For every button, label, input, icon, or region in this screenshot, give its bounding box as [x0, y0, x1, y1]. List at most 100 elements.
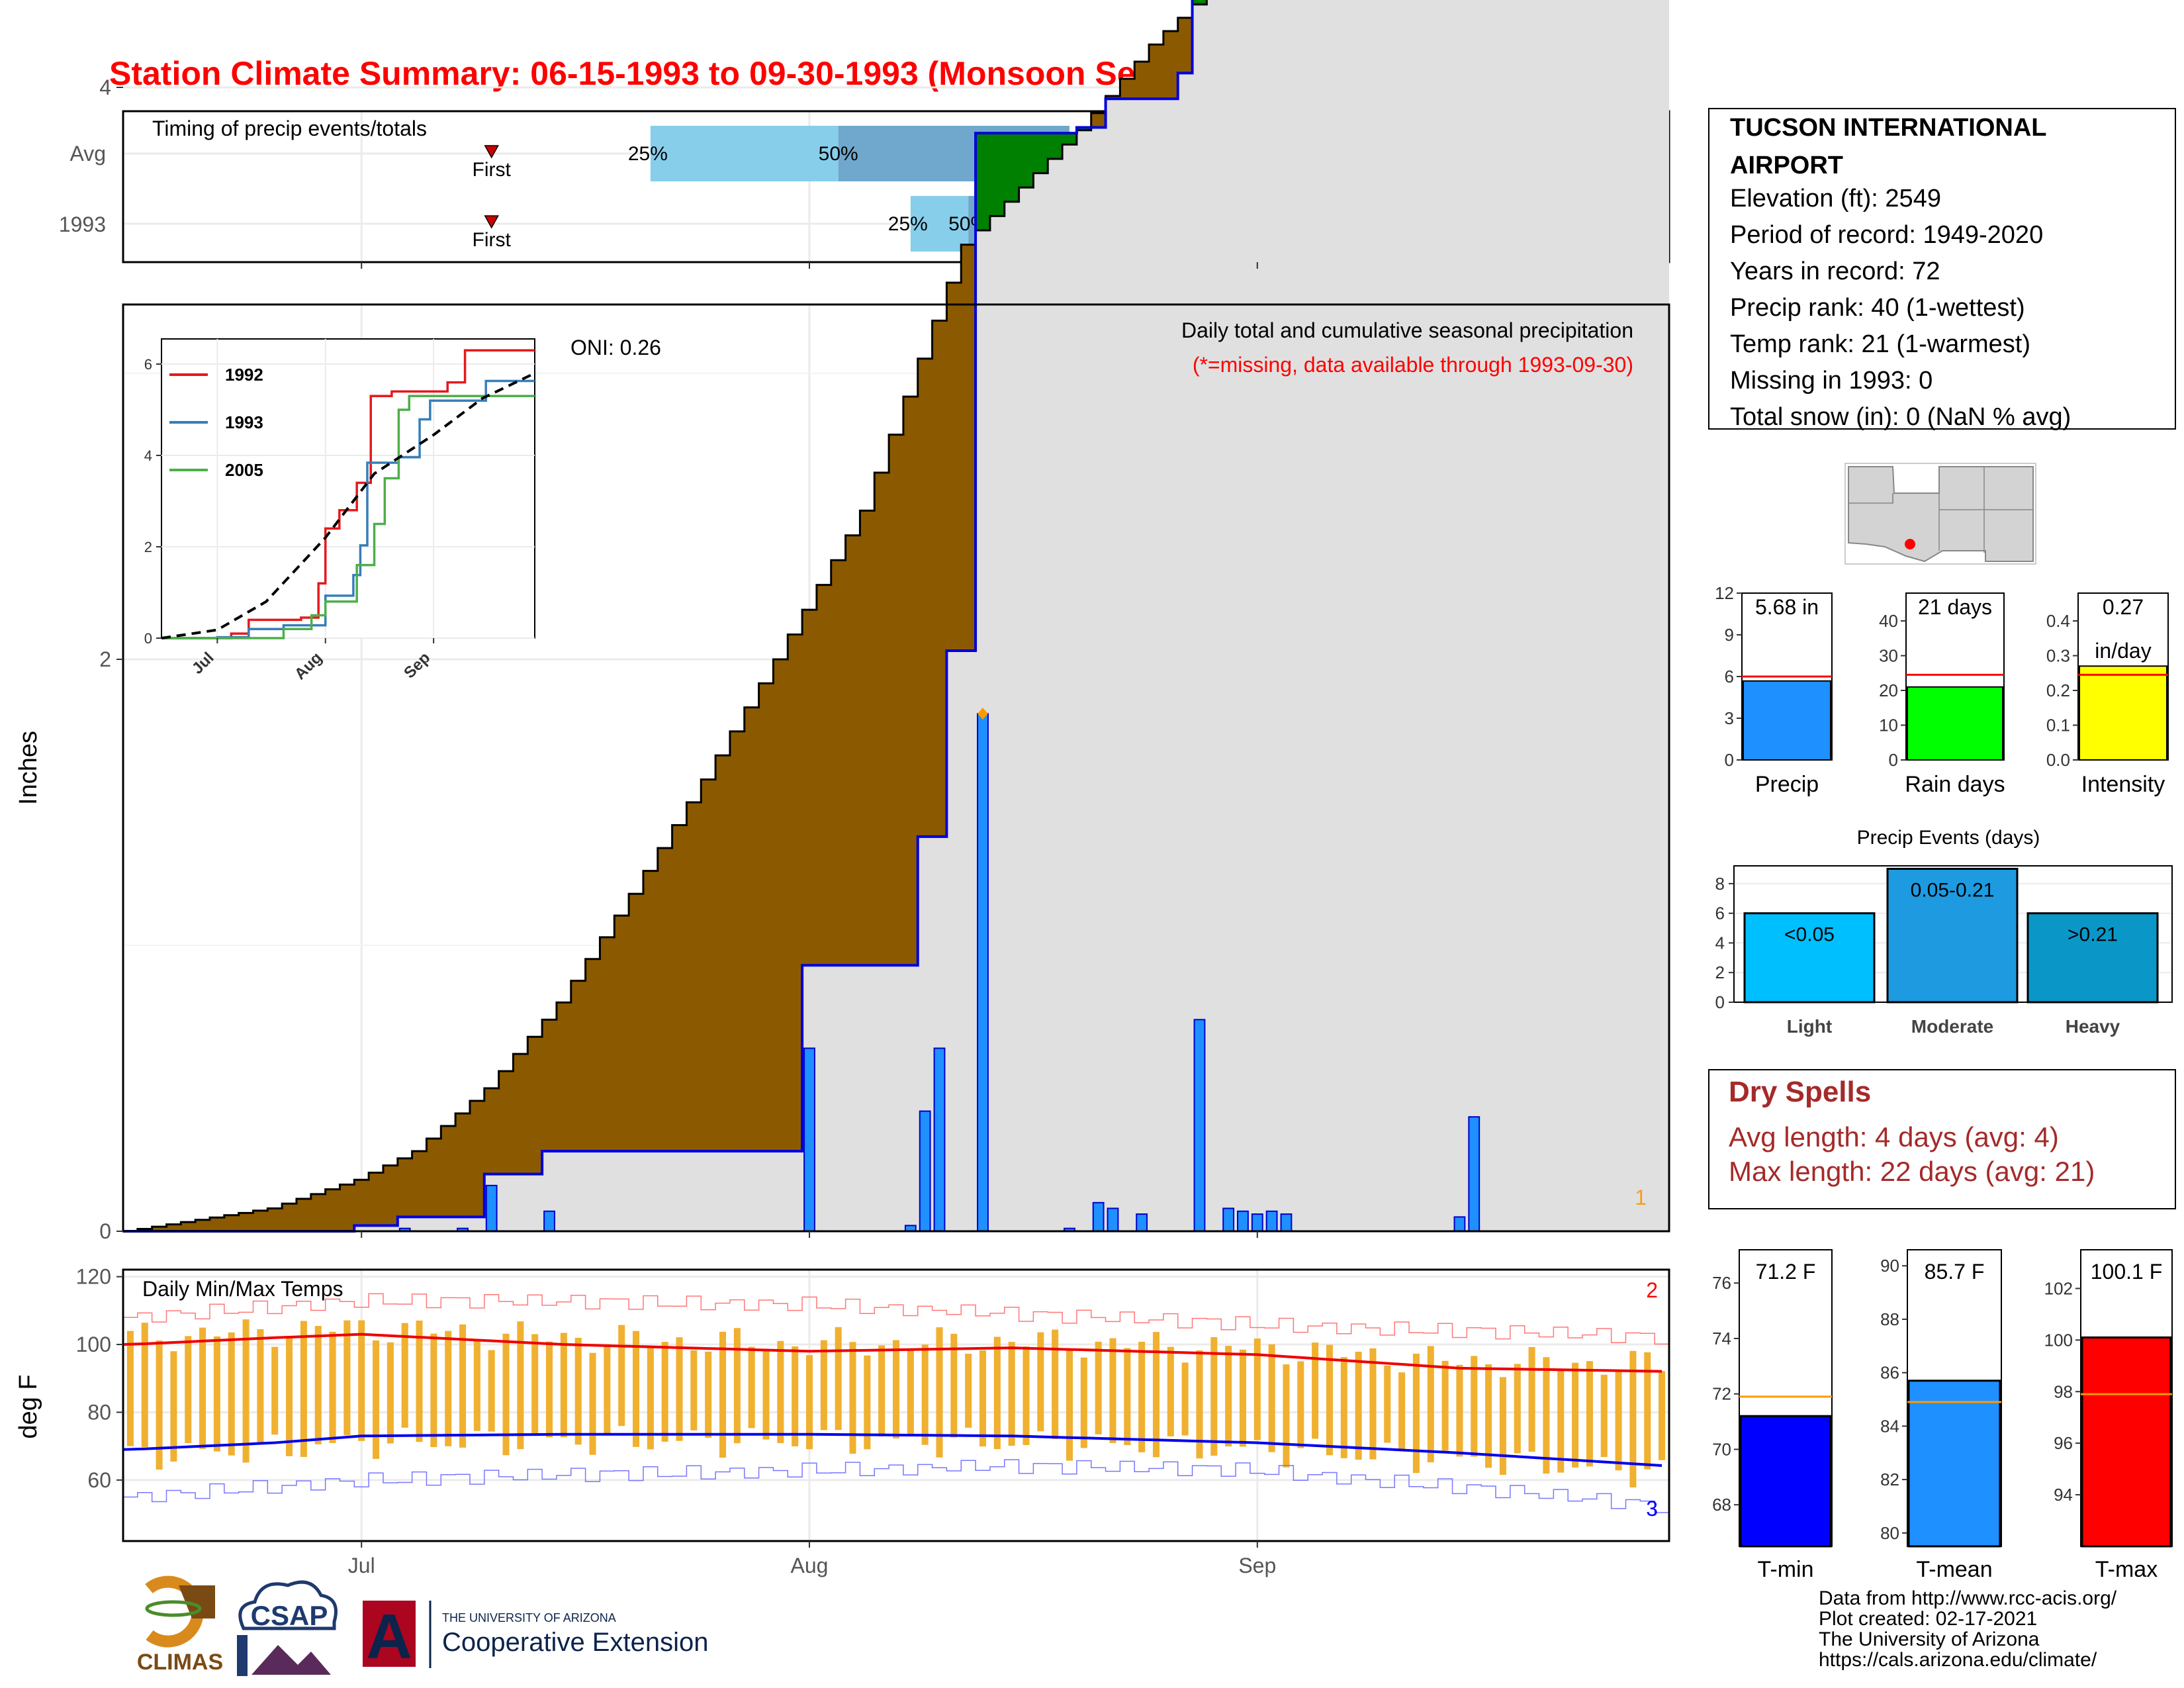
mini-bar-tick-label: 10 — [1879, 716, 1898, 735]
mini-bar-tick-label: 40 — [1879, 611, 1898, 631]
y-tick-label: 100 — [76, 1333, 111, 1356]
daily-temp-range-bar — [979, 1350, 987, 1447]
daily-temp-range-bar — [1008, 1342, 1015, 1446]
credit-line: Data from http://www.rcc-acis.org/ — [1819, 1587, 2117, 1609]
deficit-band — [961, 244, 976, 651]
inset-line-2005 — [161, 395, 535, 639]
mini-bar-tick-label: 20 — [1879, 680, 1898, 700]
daily-temp-range-bar — [430, 1333, 437, 1448]
precip-event-category: Light — [1787, 1016, 1832, 1037]
deficit-band — [946, 282, 962, 651]
temp-corner-top: 2 — [1646, 1278, 1658, 1302]
daily-temp-range-bar — [531, 1334, 539, 1434]
deficit-band — [397, 1158, 413, 1217]
dry-spells-max: Max length: 22 days (avg: 21) — [1729, 1156, 2095, 1187]
main-corner-number: 1 — [1635, 1186, 1647, 1209]
daily-precip-bar — [1222, 1207, 1235, 1232]
mini-bar-name: Rain days — [1905, 772, 2005, 797]
daily-temp-range-bar — [690, 1350, 698, 1430]
daily-temp-range-bar — [387, 1342, 394, 1444]
daily-temp-range-bar — [762, 1351, 770, 1440]
daily-temp-range-bar — [1181, 1362, 1189, 1436]
deficit-band — [917, 358, 933, 837]
mini-bar-value — [1743, 680, 1831, 761]
inset-line-average — [161, 371, 535, 639]
deficit-band — [1149, 44, 1164, 99]
credit-line: https://cals.arizona.edu/climate/ — [1819, 1649, 2097, 1671]
mini-bar-tick-label: 0 — [1889, 750, 1898, 770]
precip-event-category: Heavy — [2066, 1016, 2120, 1037]
timing-row-label-avg: Avg — [69, 142, 106, 165]
temp-bar-tick-label: 74 — [1712, 1329, 1731, 1348]
station-info-line: Total snow (in): 0 (NaN % avg) — [1730, 403, 2071, 431]
deficit-band — [209, 1217, 225, 1231]
deficit-band — [426, 1139, 441, 1217]
daily-temp-range-bar — [1225, 1346, 1232, 1447]
deficit-band — [701, 779, 716, 1152]
daily-precip-bar — [1092, 1201, 1105, 1233]
inset-y-tick-label: 6 — [144, 356, 152, 373]
deficit-band — [874, 472, 889, 966]
ua-logo-line2: Cooperative Extension — [442, 1628, 708, 1657]
station-location-marker — [1905, 539, 1915, 549]
temp-bar-tick-label: 96 — [2054, 1433, 2073, 1453]
daily-temp-range-bar — [314, 1326, 322, 1444]
deficit-band — [758, 683, 774, 1152]
deficit-band — [643, 870, 659, 1152]
deficit-band — [788, 634, 803, 1152]
daily-temp-range-bar — [633, 1331, 640, 1447]
surplus-band — [989, 133, 1005, 216]
deficit-band — [340, 1184, 355, 1231]
temp-panel-label: Daily Min/Max Temps — [142, 1277, 343, 1301]
surplus-band — [1062, 133, 1077, 145]
daily-temp-range-bar — [242, 1319, 250, 1463]
csap-logo: CSAP — [237, 1580, 338, 1676]
deficit-band — [1105, 95, 1120, 99]
ua-logo-line1: THE UNIVERSITY OF ARIZONA — [442, 1611, 616, 1624]
daily-temp-range-bar — [647, 1346, 654, 1450]
station-info-line: Missing in 1993: 0 — [1730, 367, 1933, 395]
deficit-band — [152, 1227, 167, 1231]
daily-temp-range-bar — [748, 1346, 755, 1429]
temp-bar-tick-label: 68 — [1712, 1495, 1731, 1515]
daily-temp-range-bar — [488, 1350, 495, 1432]
daily-temp-range-bar — [271, 1346, 279, 1435]
deficit-band — [224, 1215, 240, 1231]
daily-precip-bar — [485, 1184, 498, 1233]
deficit-band — [1134, 62, 1150, 99]
daily-temp-range-bar — [1586, 1361, 1593, 1467]
daily-temp-range-bar — [560, 1333, 567, 1438]
credit-line: The University of Arizona — [1819, 1628, 2040, 1650]
temp-bar-value — [1907, 1380, 2001, 1548]
deficit-band — [686, 802, 702, 1152]
temp-summary-bars: 71.2 F 68 70 72 74 76 T-min 85.7 F 80 82 84 86 88 90 T… — [1712, 1249, 2173, 1582]
daily-temp-range-bar — [965, 1354, 972, 1428]
oni-label: ONI: 0.26 — [570, 336, 661, 359]
daily-temp-range-bar — [936, 1327, 943, 1458]
daily-temp-range-bar — [1471, 1356, 1478, 1457]
daily-temp-range-bar — [1268, 1344, 1275, 1452]
daily-precip-bar — [803, 1047, 815, 1233]
temp-bar-tick-label: 94 — [2054, 1485, 2073, 1505]
timing-first-label: First — [473, 229, 512, 251]
precip-summary-bars: 5.68 in 0 3 6 9 12 Precip 21 days 0 10 20 30 40 Rain … — [1715, 583, 2169, 797]
daily-temp-range-bar — [473, 1339, 480, 1431]
mini-bar-name: Precip — [1755, 772, 1819, 797]
daily-precip-bar — [1107, 1207, 1119, 1232]
mini-bar-tick-label: 12 — [1715, 583, 1734, 603]
daily-temp-range-bar — [1398, 1372, 1406, 1451]
surplus-band — [1019, 133, 1034, 188]
deficit-band — [903, 397, 919, 966]
daily-temp-range-bar — [1109, 1338, 1116, 1443]
record-max-line — [123, 1293, 1669, 1345]
daily-temp-range-bar — [1023, 1346, 1030, 1445]
daily-temp-range-bar — [156, 1340, 163, 1470]
daily-temp-range-bar — [835, 1327, 842, 1430]
precip-event-bar-label: 0.05-0.21 — [1911, 879, 1995, 901]
mini-bar-value — [1907, 686, 2003, 761]
timing-p25-label: 25% — [888, 213, 928, 235]
credit-line: Plot created: 02-17-2021 — [1819, 1608, 2037, 1630]
daily-temp-range-bar — [1037, 1332, 1044, 1432]
daily-temp-range-bar — [1485, 1364, 1492, 1468]
timing-first-marker — [484, 145, 499, 159]
